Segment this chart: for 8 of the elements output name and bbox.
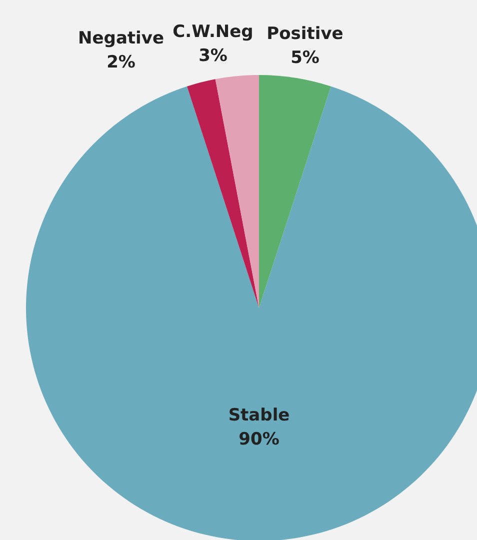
slice-label: Negative xyxy=(78,28,164,49)
data-label: 90% xyxy=(238,430,280,450)
data-label: 5% xyxy=(290,48,320,68)
data-label: 2% xyxy=(106,52,136,73)
slice-label: Stable xyxy=(228,406,290,426)
slice-label: C.W.Neg xyxy=(172,22,254,42)
slice-label: Positive xyxy=(266,24,344,44)
data-label: 3% xyxy=(198,46,228,66)
